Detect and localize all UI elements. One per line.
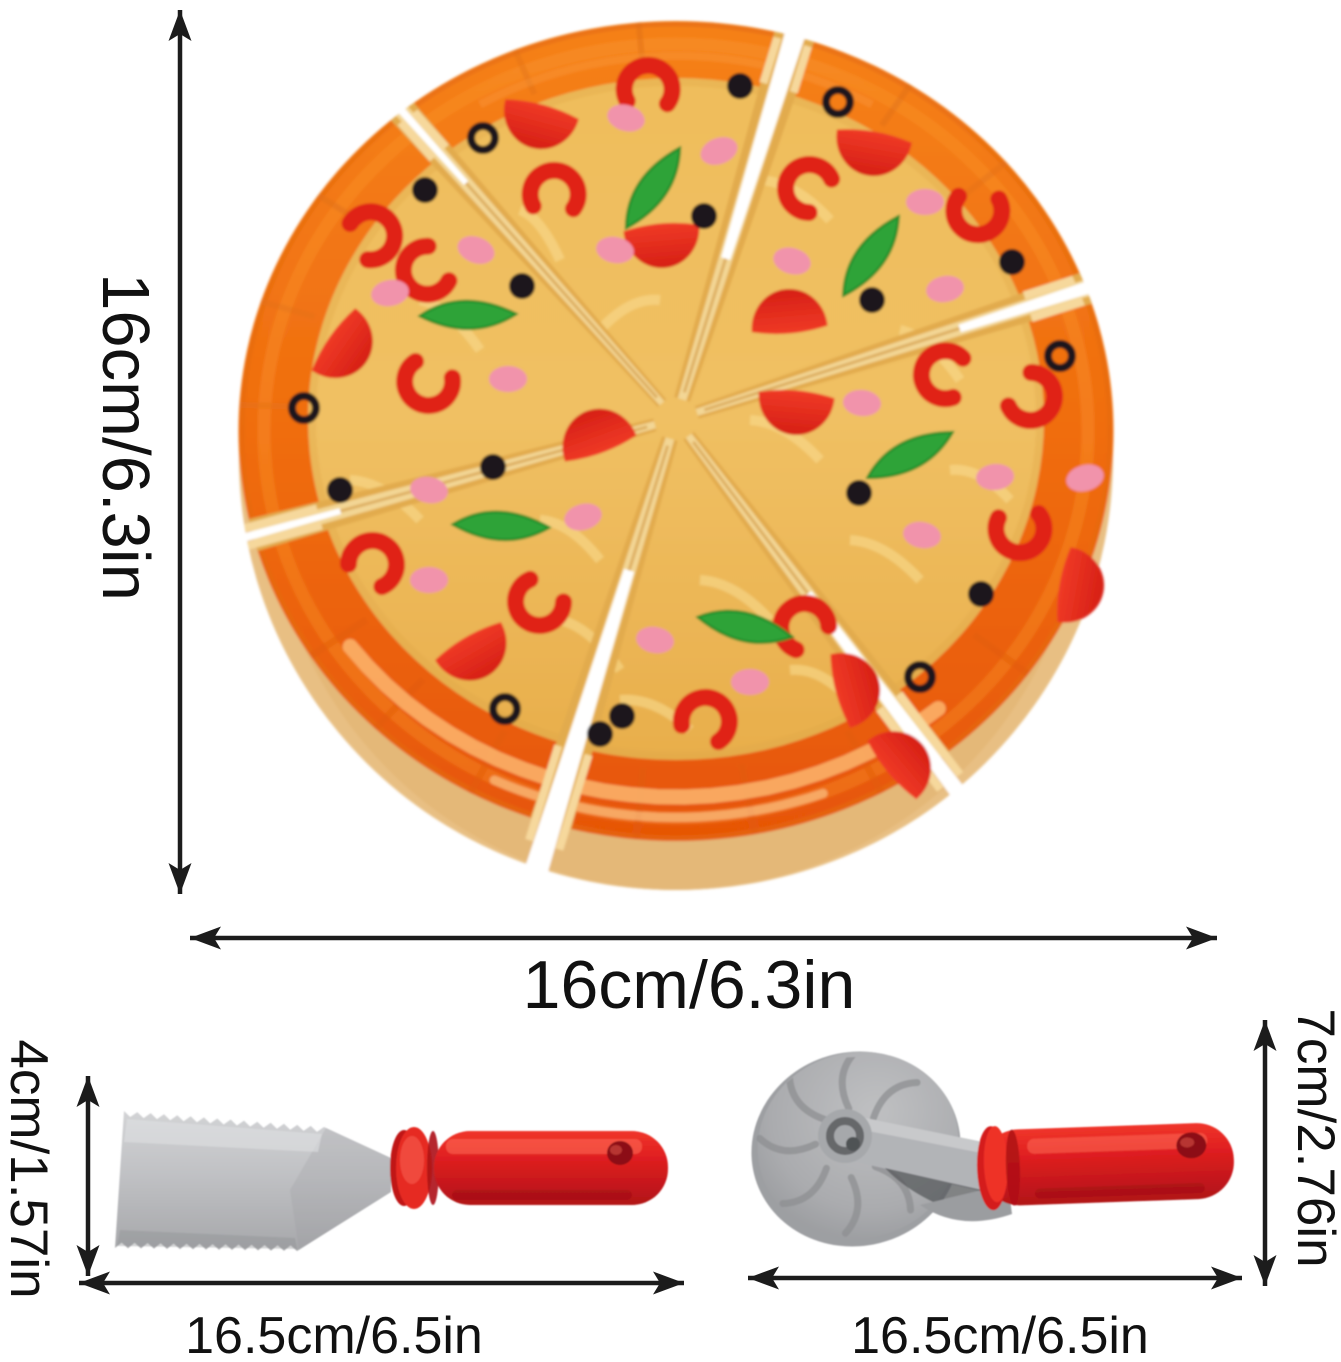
svg-text:16cm/6.3in: 16cm/6.3in [523, 947, 856, 1023]
svg-text:7cm/2.76in: 7cm/2.76in [1286, 1008, 1341, 1267]
svg-text:16.5cm/6.5in: 16.5cm/6.5in [851, 1307, 1149, 1357]
svg-text:16cm/6.3in: 16cm/6.3in [88, 273, 163, 601]
svg-text:4cm/1.57in: 4cm/1.57in [0, 1039, 58, 1298]
svg-text:16.5cm/6.5in: 16.5cm/6.5in [185, 1307, 483, 1357]
